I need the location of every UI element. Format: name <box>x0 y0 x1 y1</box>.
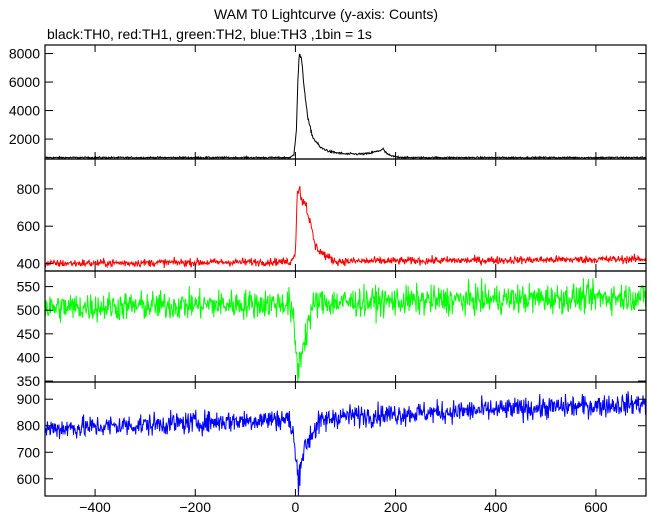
x-tick-label: 400 <box>484 499 508 515</box>
chart-subtitle: black:TH0, red:TH1, green:TH2, blue:TH3 … <box>47 26 372 42</box>
y-tick-label: 4000 <box>9 103 40 119</box>
series-line-th1 <box>44 185 647 269</box>
y-tick-label: 6000 <box>9 74 40 90</box>
series-line-th2 <box>44 278 647 383</box>
panel-frame <box>44 381 647 497</box>
x-tick-label: 200 <box>384 499 408 515</box>
panel-th0: 2000 4000 6000 8000 <box>9 44 647 160</box>
x-axis-labels: −400 −200 0 200 400 600 <box>79 499 607 515</box>
panel-frame <box>44 158 647 272</box>
y-tick-label: 450 <box>17 326 41 342</box>
y-tick-label: 600 <box>17 471 41 487</box>
y-tick-label: 8000 <box>9 46 40 62</box>
panel-frame <box>44 44 647 160</box>
y-tick-label: 550 <box>17 279 41 295</box>
y-tick-label: 900 <box>17 391 41 407</box>
panel-th1: 400 600 800 <box>17 158 647 272</box>
x-tick-label: 0 <box>292 499 300 515</box>
series-line-th3 <box>44 391 647 497</box>
panel-th2: 350 400 450 500 550 <box>17 270 647 389</box>
y-tick-label: 400 <box>17 349 41 365</box>
y-tick-label: 400 <box>17 256 41 272</box>
y-tick-label: 600 <box>17 218 41 234</box>
panel-frame <box>44 270 647 383</box>
x-tick-label: −400 <box>79 499 111 515</box>
series-line-th0 <box>44 53 647 160</box>
panel-th3: 600 700 800 900 <box>17 381 647 497</box>
chart-title: WAM T0 Lightcurve (y-axis: Counts) <box>213 6 439 22</box>
y-tick-label: 500 <box>17 302 41 318</box>
y-tick-label: 2000 <box>9 131 40 147</box>
y-tick-label: 800 <box>17 181 41 197</box>
x-tick-label: −200 <box>179 499 211 515</box>
x-tick-label: 600 <box>584 499 608 515</box>
y-tick-label: 350 <box>17 373 41 389</box>
y-tick-label: 800 <box>17 418 41 434</box>
y-tick-label: 700 <box>17 444 41 460</box>
